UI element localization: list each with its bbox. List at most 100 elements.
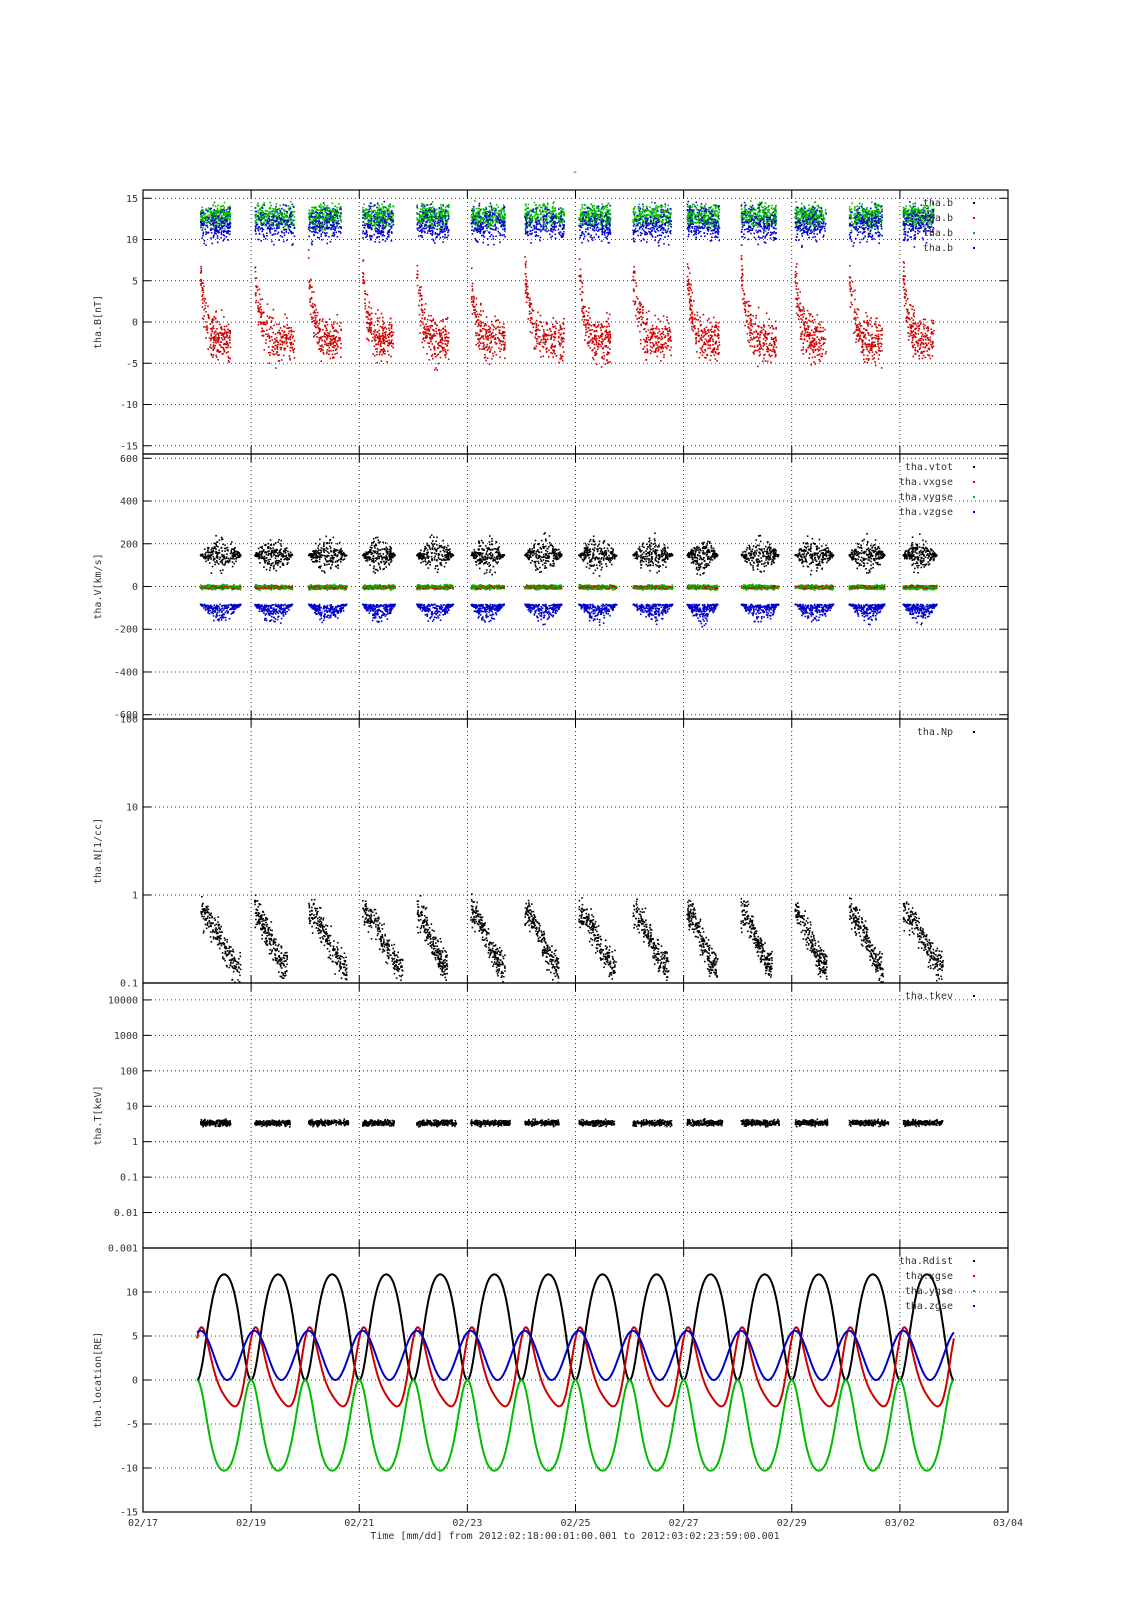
data-point: [285, 333, 287, 336]
data-point: [278, 224, 280, 226]
data-point: [262, 203, 264, 206]
data-point: [263, 349, 266, 351]
data-point: [560, 336, 563, 339]
data-point: [386, 334, 389, 336]
data-point: [494, 315, 496, 318]
data-point: [487, 337, 489, 339]
data-point: [216, 350, 219, 353]
data-point: [222, 205, 224, 207]
data-point: [530, 312, 533, 315]
data-point: [553, 228, 555, 231]
data-point: [550, 236, 552, 239]
data-point: [362, 224, 364, 227]
data-point: [315, 206, 318, 209]
data-point: [376, 228, 379, 230]
data-point: [215, 214, 218, 217]
data-point: [525, 286, 527, 288]
data-point: [488, 328, 491, 331]
data-point: [418, 304, 420, 307]
data-point: [328, 318, 331, 321]
data-point: [434, 209, 437, 212]
data-point: [209, 224, 212, 227]
data-point: [475, 315, 477, 317]
data-point: [203, 315, 205, 317]
data-point: [378, 235, 380, 238]
data-point: [340, 342, 342, 345]
data-point: [498, 329, 501, 332]
data-point: [322, 353, 325, 355]
data-point: [210, 220, 213, 223]
data-point: [274, 333, 277, 335]
data-point: [479, 348, 481, 350]
data-point: [283, 220, 285, 223]
data-point: [442, 318, 444, 321]
data-point: [311, 318, 313, 321]
data-point: [470, 301, 473, 303]
data-point: [374, 227, 377, 229]
data-point: [332, 327, 334, 330]
data-point: [378, 332, 381, 335]
data-point: [262, 213, 265, 216]
data-point: [293, 339, 296, 342]
data-point: [446, 221, 448, 224]
data-point: [387, 342, 390, 345]
data-point: [609, 336, 612, 338]
data-point: [263, 222, 266, 225]
data-point: [595, 341, 598, 344]
data-point: [595, 350, 597, 353]
data-point: [264, 220, 267, 222]
data-point: [537, 206, 539, 209]
data-point: [421, 211, 423, 213]
data-point: [436, 217, 438, 220]
data-point: [376, 350, 378, 353]
data-point: [488, 209, 491, 212]
data-point: [379, 209, 381, 211]
data-point: [440, 203, 442, 206]
data-point: [391, 334, 394, 336]
data-point: [270, 224, 273, 226]
data-point: [499, 234, 501, 237]
data-point: [370, 205, 372, 208]
data-point: [431, 214, 434, 217]
data-point: [436, 235, 438, 238]
data-point: [445, 229, 448, 231]
data-point: [288, 224, 291, 226]
data-point: [388, 228, 391, 231]
data-point: [472, 220, 475, 223]
data-point: [260, 222, 262, 225]
data-point: [330, 335, 332, 338]
data-point: [212, 222, 215, 224]
data-point: [219, 332, 222, 335]
data-point: [536, 215, 539, 218]
data-point: [223, 349, 226, 352]
data-point: [368, 234, 371, 237]
data-point: [560, 219, 563, 221]
data-point: [225, 336, 227, 339]
data-point: [525, 285, 528, 287]
data-point: [549, 216, 551, 219]
data-point: [328, 215, 330, 217]
data-point: [421, 309, 424, 312]
data-point: [442, 211, 444, 213]
data-point: [322, 231, 324, 234]
data-point: [525, 279, 527, 281]
data-point: [495, 209, 498, 212]
data-point: [539, 209, 541, 211]
data-point: [336, 212, 339, 214]
data-point: [502, 215, 505, 218]
data-point: [324, 235, 327, 237]
data-point: [416, 223, 419, 226]
data-point: [320, 233, 323, 236]
data-point: [315, 221, 317, 224]
data-point: [309, 285, 311, 288]
data-point: [308, 287, 311, 290]
data-point: [559, 207, 562, 209]
data-point: [479, 330, 482, 333]
data-point: [263, 322, 265, 324]
data-point: [489, 225, 491, 227]
data-point: [324, 206, 326, 209]
data-point: [199, 283, 202, 285]
data-point: [318, 214, 321, 217]
data-point: [589, 347, 592, 349]
data-point: [316, 236, 319, 239]
